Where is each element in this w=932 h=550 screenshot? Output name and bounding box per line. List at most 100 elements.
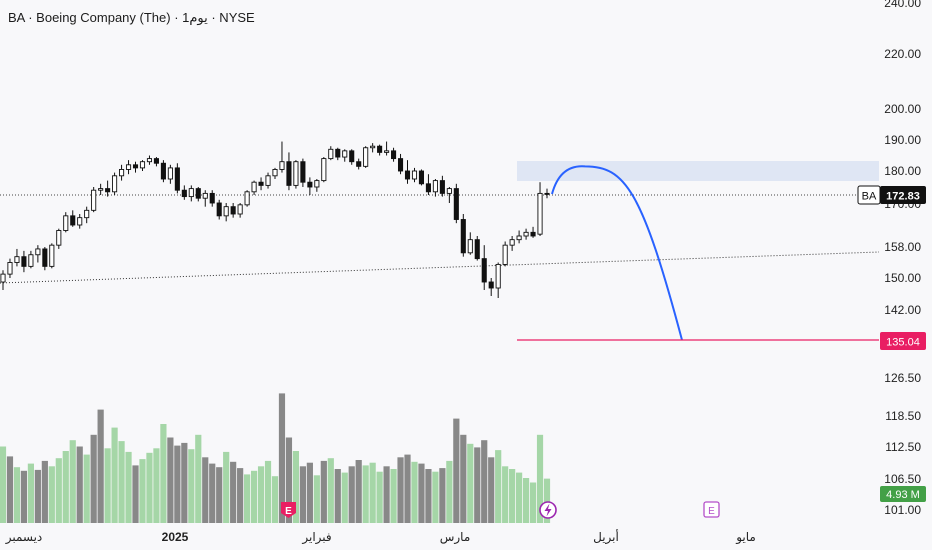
volume-bar [362, 465, 369, 523]
candle [432, 179, 438, 197]
candle [174, 163, 180, 194]
time-tick-label: 2025 [162, 530, 189, 544]
volume-bar [369, 462, 376, 523]
earnings-marker-past[interactable]: E [281, 502, 296, 518]
volume-bar [132, 465, 139, 523]
time-axis[interactable]: ديسمبر 2025 فبراير مارس أبريل مايو [5, 529, 756, 545]
candle [411, 167, 418, 183]
symbol-price-badge[interactable]: BA 172.83 [857, 185, 926, 205]
candle [446, 187, 452, 203]
candle [77, 214, 83, 229]
volume-bar [327, 458, 334, 523]
volume-bar [467, 443, 474, 523]
volume-bar [285, 437, 293, 523]
candle [286, 152, 292, 191]
volume-bar [146, 452, 153, 523]
time-tick-label: مايو [735, 530, 756, 545]
volume-bar [543, 478, 551, 523]
price-tick-label: 220.00 [884, 47, 921, 61]
candle [230, 203, 236, 218]
time-tick-label: مارس [440, 530, 471, 545]
candle [265, 172, 271, 189]
dividend-marker[interactable] [539, 501, 557, 519]
candle [321, 157, 327, 183]
candle [244, 190, 250, 207]
candle [537, 182, 543, 236]
volume-bar [355, 460, 362, 523]
target-price-badge[interactable]: 135.04 [880, 332, 926, 350]
candle [314, 179, 320, 192]
volume-bar [306, 462, 313, 523]
volume-bar [55, 458, 62, 523]
candle [112, 172, 118, 195]
volume-bar [390, 469, 397, 523]
earnings-marker-future[interactable]: E [703, 501, 720, 518]
candle [502, 241, 508, 267]
volume-bar [404, 454, 411, 523]
lightning-icon [544, 503, 552, 517]
candle [474, 236, 480, 261]
price-tick-label: 190.00 [884, 133, 921, 147]
volume-bars [0, 393, 551, 523]
volume-badge[interactable]: 4.93 M [880, 486, 926, 502]
volume-bar [257, 466, 265, 523]
candle [307, 177, 313, 195]
last-price-label: 172.83 [886, 191, 920, 203]
volume-bar [313, 475, 320, 523]
volume-bar [432, 471, 439, 523]
volume-bar [474, 447, 481, 523]
candle [377, 144, 383, 156]
candle [397, 153, 404, 175]
candle [279, 141, 285, 173]
candle [21, 250, 27, 273]
candle [91, 187, 97, 213]
volume-bar [488, 457, 495, 523]
volume-bar [34, 469, 41, 523]
volume-bar [27, 463, 34, 523]
candle [125, 160, 132, 175]
candle [98, 183, 104, 195]
candle [160, 160, 166, 183]
trendline[interactable] [0, 251, 880, 284]
volume-bar [383, 466, 390, 523]
candle [328, 146, 334, 161]
volume-bar [125, 451, 132, 523]
chart-title: BA · Boeing Company (The) · 1يوم · NYSE [8, 10, 255, 25]
projection-curve[interactable] [551, 165, 683, 341]
volume-bar [83, 454, 90, 523]
candle [14, 248, 20, 267]
candle [258, 177, 264, 191]
volume-bar [237, 468, 244, 523]
candle [495, 262, 501, 298]
candle [146, 155, 153, 165]
volume-bar [529, 482, 537, 523]
volume-bar [69, 440, 76, 523]
price-axis[interactable]: 240.00 220.00 200.00 190.00 180.00 158.00 150.… [884, 0, 921, 517]
volume-bar [495, 450, 502, 523]
volume-bar [502, 466, 509, 523]
volume-bar [209, 463, 216, 523]
price-tick-label: 112.50 [885, 440, 921, 454]
candle [0, 270, 6, 290]
candle [63, 212, 69, 233]
volume-bar [223, 451, 230, 523]
volume-bar [139, 459, 146, 523]
volume-bar [20, 470, 28, 523]
candle [342, 149, 348, 162]
volume-bar [411, 461, 418, 523]
candle [167, 164, 173, 184]
volume-bar [160, 424, 167, 523]
price-tick-label: 150.00 [884, 271, 921, 285]
volume-bar [188, 449, 195, 523]
candle [132, 161, 139, 173]
candle [460, 214, 466, 257]
volume-bar [0, 446, 7, 523]
volume-bar [13, 467, 21, 523]
price-tick-label: 142.00 [884, 303, 921, 317]
volume-bar [348, 466, 355, 523]
price-tick-label: 180.00 [884, 164, 921, 178]
volume-bar [292, 451, 300, 523]
candlesticks [0, 141, 550, 298]
target-price-label: 135.04 [886, 337, 920, 349]
